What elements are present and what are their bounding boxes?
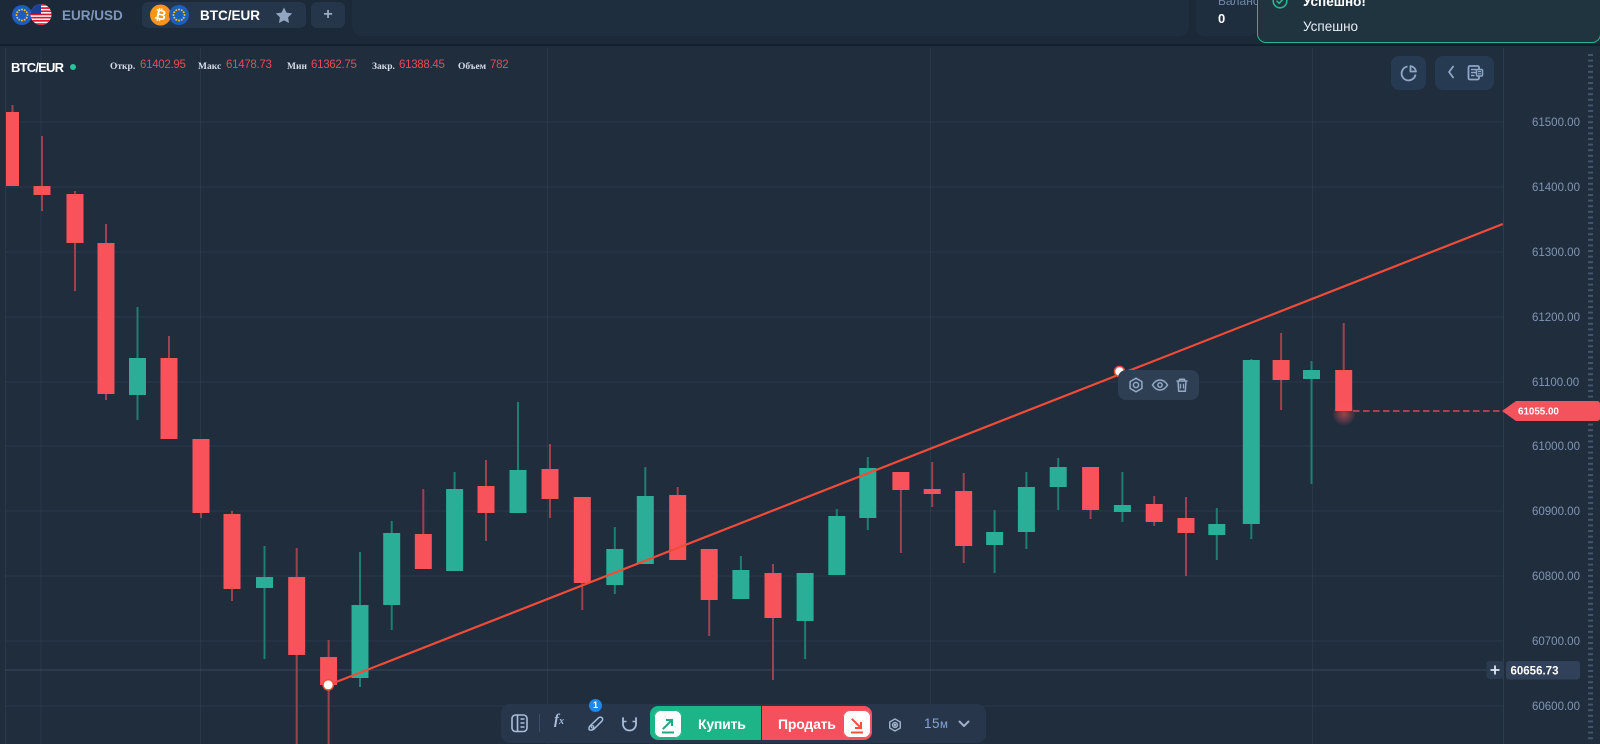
svg-text:61100.00: 61100.00 [1532,377,1579,389]
svg-text:60900.00: 60900.00 [1532,506,1580,518]
svg-text:61400.00: 61400.00 [1532,182,1580,194]
svg-text:61200.00: 61200.00 [1532,312,1580,324]
svg-text:60800.00: 60800.00 [1532,571,1580,583]
svg-text:₿: ₿ [153,5,167,23]
svg-text:61055.00: 61055.00 [1518,407,1559,418]
svg-text:61000.00: 61000.00 [1532,441,1580,453]
svg-text:60600.00: 60600.00 [1532,701,1580,713]
svg-text:60700.00: 60700.00 [1532,636,1580,648]
svg-text:61300.00: 61300.00 [1532,247,1580,259]
svg-text:60656.73: 60656.73 [1511,666,1559,678]
svg-text:61500.00: 61500.00 [1532,117,1580,129]
